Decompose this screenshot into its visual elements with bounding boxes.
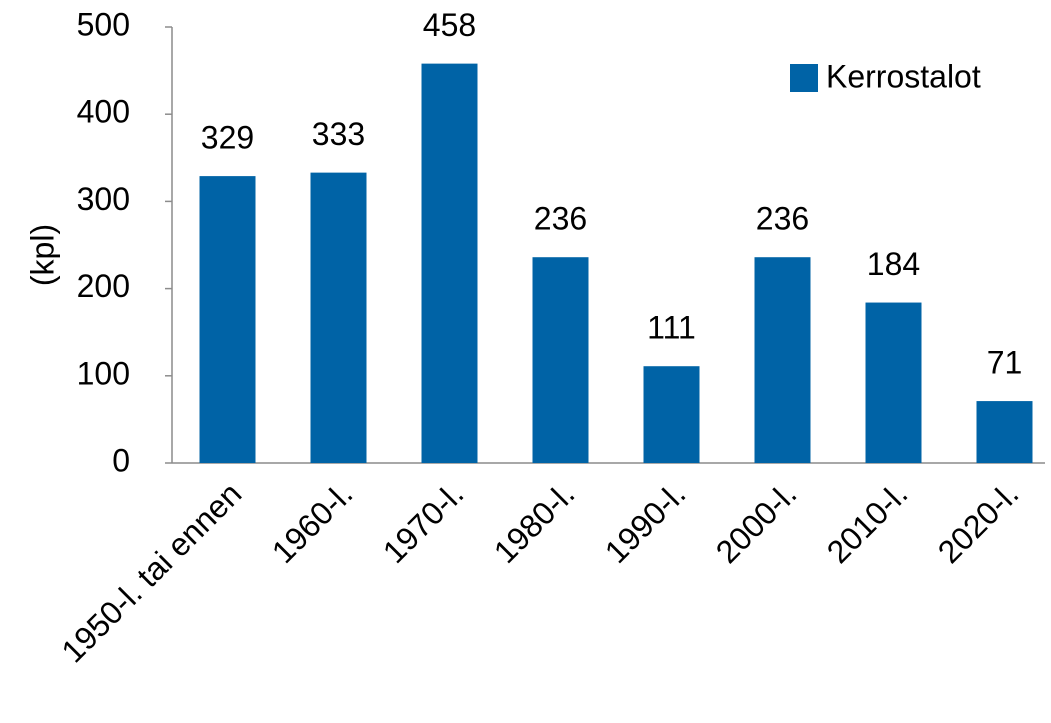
x-tick-label: 1980-l. [487, 475, 582, 570]
bar [976, 401, 1033, 463]
legend-label: Kerrostalot [826, 58, 981, 94]
y-tick-label: 100 [77, 355, 130, 391]
bar [310, 172, 367, 463]
data-label: 111 [647, 310, 696, 346]
y-tick-label: 500 [77, 6, 130, 42]
x-tick-label: 1950-l. tai ennen [54, 475, 248, 669]
data-label: 236 [756, 201, 809, 237]
x-tick-label: 1970-l. [376, 475, 471, 570]
data-label: 236 [534, 201, 587, 237]
x-tick-label: 1990-l. [598, 475, 693, 570]
data-label: 333 [312, 116, 365, 152]
y-tick-label: 400 [77, 94, 130, 130]
legend-swatch [790, 64, 818, 92]
bar [865, 302, 922, 463]
data-label: 329 [201, 120, 254, 156]
y-tick-label: 300 [77, 181, 130, 217]
bar [532, 257, 589, 463]
y-tick-label: 0 [112, 442, 130, 478]
x-tick-label: 2000-l. [709, 475, 804, 570]
data-label: 184 [867, 246, 920, 282]
x-tick-label: 1960-l. [265, 475, 360, 570]
data-label: 71 [987, 345, 1023, 381]
y-axis-label: (kpl) [24, 224, 60, 286]
x-tick-label: 2020-l. [931, 475, 1026, 570]
data-label: 458 [423, 7, 476, 43]
x-tick-label: 2010-l. [820, 475, 915, 570]
bar [199, 176, 256, 463]
bar [643, 366, 700, 463]
bar [421, 63, 478, 464]
y-tick-label: 200 [77, 268, 130, 304]
bar [754, 257, 811, 463]
